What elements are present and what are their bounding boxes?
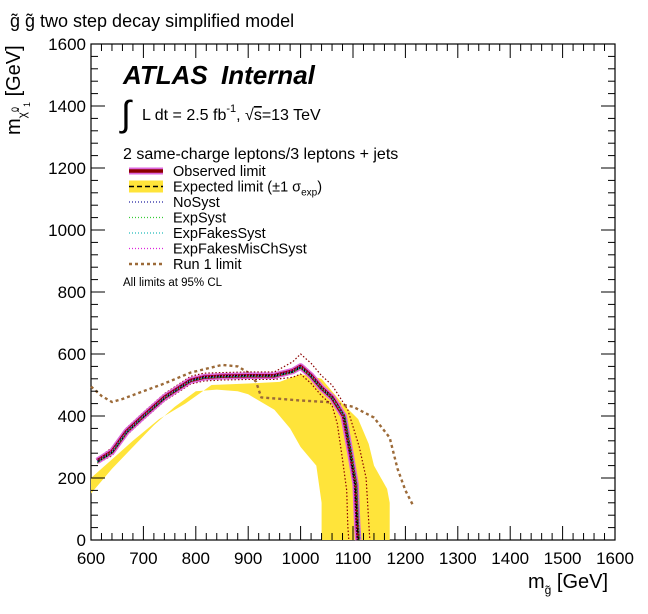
lumi-pre: L dt = 2.5 fb (142, 107, 226, 124)
x-tick-label: 1100 (335, 549, 372, 568)
y-tick-label: 1400 (48, 97, 86, 116)
legend-label-expfakes: ExpFakesSyst (173, 226, 266, 242)
y-tick-label: 600 (58, 345, 86, 364)
x-axis-title-main: m (528, 571, 545, 593)
x-tick-label: 1000 (282, 549, 320, 568)
legend-label-text: ExpFakesSyst (173, 226, 266, 242)
x-axis-title: mg̃ [GeV] (528, 571, 608, 597)
selection-label: 2 same-charge leptons/3 leptons + jets (123, 146, 398, 163)
expfakesmischsyst-line (96, 364, 358, 541)
y-axis-title-subsup: 0 (10, 107, 20, 112)
y-tick-label: 1200 (48, 159, 86, 178)
lumi-s: s (254, 107, 262, 124)
x-axis-title-sub: g̃ (545, 583, 552, 597)
legend-label-sub: exp (301, 188, 318, 199)
y-tick-label: 800 (58, 283, 86, 302)
y-tick-label: 200 (58, 469, 86, 488)
y-axis-title-sub: χ̃ (15, 107, 29, 118)
legend-label-observed: Observed limit (173, 164, 266, 180)
x-tick-label: 600 (77, 549, 105, 568)
legend-label-expected: Expected limit (±1 σexp) (173, 180, 322, 199)
y-axis-title-main: m (3, 118, 25, 135)
axes: 600 700 800 900 1000 1100 1200 1300 1400 1500 1600… (48, 35, 634, 568)
legend-label-text: Run 1 limit (173, 257, 242, 273)
legend-label-expsyst: ExpSyst (173, 211, 226, 227)
legend-label-expfakesmis: ExpFakesMisChSyst (173, 242, 307, 258)
legend-label-tail: ) (317, 180, 322, 196)
legend-label-text: NoSyst (173, 195, 220, 211)
x-tick-label: 1300 (439, 549, 477, 568)
lumi-energy: =13 TeV (262, 107, 321, 124)
x-axis-title-unit: [GeV] (551, 571, 608, 593)
y-tick-label: 1600 (48, 35, 86, 54)
expfakessyst-line (96, 366, 361, 541)
y-tick-label: 1000 (48, 221, 86, 240)
integral-symbol: ∫ (119, 93, 133, 134)
chart-title: g̃ g̃ two step decay simplified model (10, 11, 294, 31)
x-tick-label: 700 (129, 549, 157, 568)
cl-note: All limits at 95% CL (123, 277, 223, 289)
x-tick-label: 1400 (491, 549, 529, 568)
lumi-sup: -1 (226, 103, 236, 115)
atlas-label-main: ATLAS (122, 60, 208, 90)
legend-label-text: Observed limit (173, 164, 266, 180)
limit-lines-layer (90, 353, 415, 541)
x-tick-label: 1500 (544, 549, 582, 568)
legend-label-text: Expected limit (±1 σ (173, 180, 301, 196)
legend-label-run1: Run 1 limit (173, 257, 242, 273)
y-axis-title-subsub: 1 (22, 102, 32, 107)
y-tick-label: 0 (77, 531, 86, 550)
lumi-label: L dt = 2.5 fb-1, √s=13 TeV (142, 103, 321, 124)
x-tick-label: 1200 (386, 549, 424, 568)
expected-band-layer (91, 374, 390, 540)
x-tick-label: 1600 (596, 549, 634, 568)
y-axis-title: mχ̃01 [GeV] (3, 45, 32, 135)
legend-label-text: ExpFakesMisChSyst (173, 242, 307, 258)
observed-down-line (97, 373, 350, 541)
x-tick-label: 900 (234, 549, 262, 568)
atlas-label: ATLAS Internal (122, 60, 316, 90)
expected-band (91, 374, 390, 540)
legend-label-nosyst: NoSyst (173, 195, 220, 211)
legend-label-text: ExpSyst (173, 211, 226, 227)
lumi-sqrt: √ (245, 107, 254, 124)
expected-limit-line (96, 366, 359, 541)
lumi-sep: , (236, 107, 245, 124)
atlas-label-sub: Internal (221, 60, 316, 90)
x-tick-label: 800 (182, 549, 210, 568)
y-axis-title-unit: [GeV] (3, 45, 25, 102)
y-tick-label: 400 (58, 407, 86, 426)
